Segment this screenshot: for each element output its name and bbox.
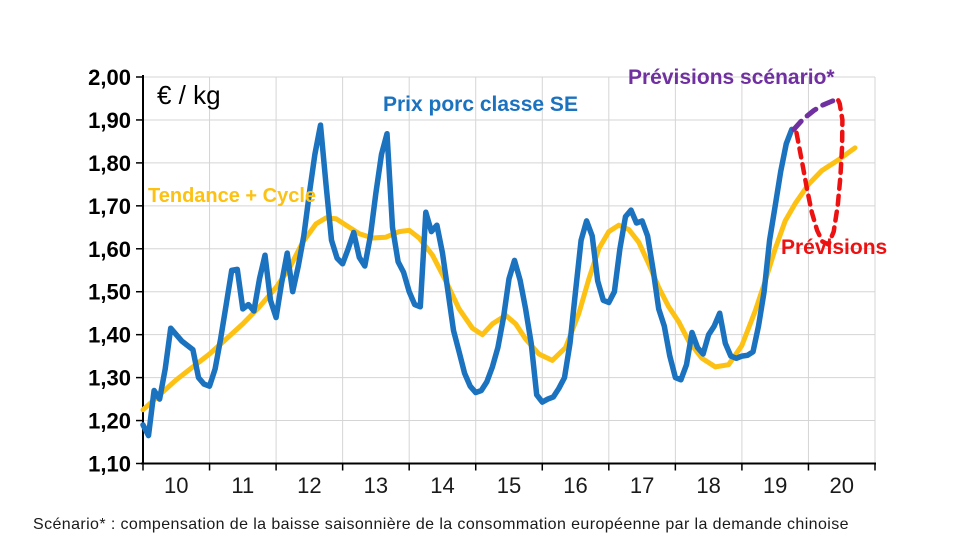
x-axis-label: 16 xyxy=(563,473,587,498)
x-axis-label: 20 xyxy=(829,473,853,498)
y-axis-label: 1,30 xyxy=(88,366,131,391)
x-axis-label: 10 xyxy=(164,473,188,498)
x-axis-label: 19 xyxy=(763,473,787,498)
forecast-series-label: Prévisions xyxy=(781,236,888,259)
forecast-scenario-series-label: Prévisions scénario* xyxy=(628,66,835,89)
y-axis-label: 1,40 xyxy=(88,323,131,348)
x-axis-label: 14 xyxy=(430,473,454,498)
y-axis-label: 1,20 xyxy=(88,409,131,434)
x-axis-label: 18 xyxy=(696,473,720,498)
forecast-scenario-line xyxy=(791,96,842,132)
y-axis-label: 1,90 xyxy=(88,108,131,133)
forecast-line xyxy=(794,95,845,247)
price-series-label: Prix porc classe SE xyxy=(383,93,578,116)
y-axis-label: 1,10 xyxy=(88,452,131,477)
y-axis-label: 2,00 xyxy=(88,65,131,90)
scenario-footnote: Scénario* : compensation de la baisse sa… xyxy=(33,516,849,533)
y-axis-label: 1,60 xyxy=(88,237,131,262)
price-line xyxy=(140,122,795,439)
x-axis-label: 11 xyxy=(231,473,254,498)
x-axis-label: 17 xyxy=(630,473,654,498)
x-axis-label: 13 xyxy=(364,473,388,498)
y-axis-label: 1,80 xyxy=(88,151,131,176)
y-axis-unit-label: € / kg xyxy=(157,80,221,110)
y-axis-label: 1,50 xyxy=(88,280,131,305)
trend-cycle-series-label: Tendance + Cycle xyxy=(148,185,317,207)
x-axis-label: 12 xyxy=(297,473,321,498)
y-axis-label: 1,70 xyxy=(88,194,131,219)
x-axis-label: 15 xyxy=(497,473,521,498)
